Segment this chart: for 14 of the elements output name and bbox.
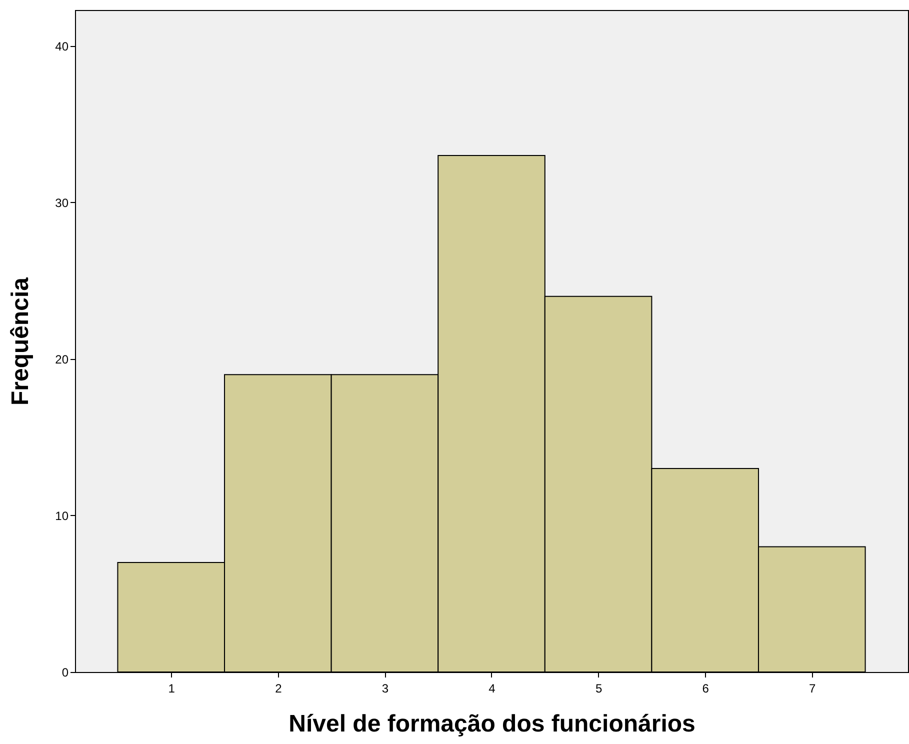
y-tick-label: 0	[62, 666, 69, 680]
x-tick-label: 5	[595, 682, 602, 696]
y-tick-label: 10	[55, 509, 69, 523]
x-tick-label: 3	[382, 682, 389, 696]
y-tick-label: 20	[55, 352, 69, 366]
x-tick-label: 6	[702, 682, 710, 696]
x-tick-label: 7	[809, 682, 816, 696]
x-tick-label: 4	[488, 682, 496, 696]
x-tick-label: 1	[168, 682, 176, 696]
y-tick-label: 40	[55, 39, 69, 54]
y-axis-title: Frequência	[7, 276, 34, 406]
x-tick-label: 2	[275, 682, 282, 696]
y-tick-label: 30	[55, 196, 69, 210]
x-axis-title: Nível de formação dos funcionários	[288, 710, 696, 738]
